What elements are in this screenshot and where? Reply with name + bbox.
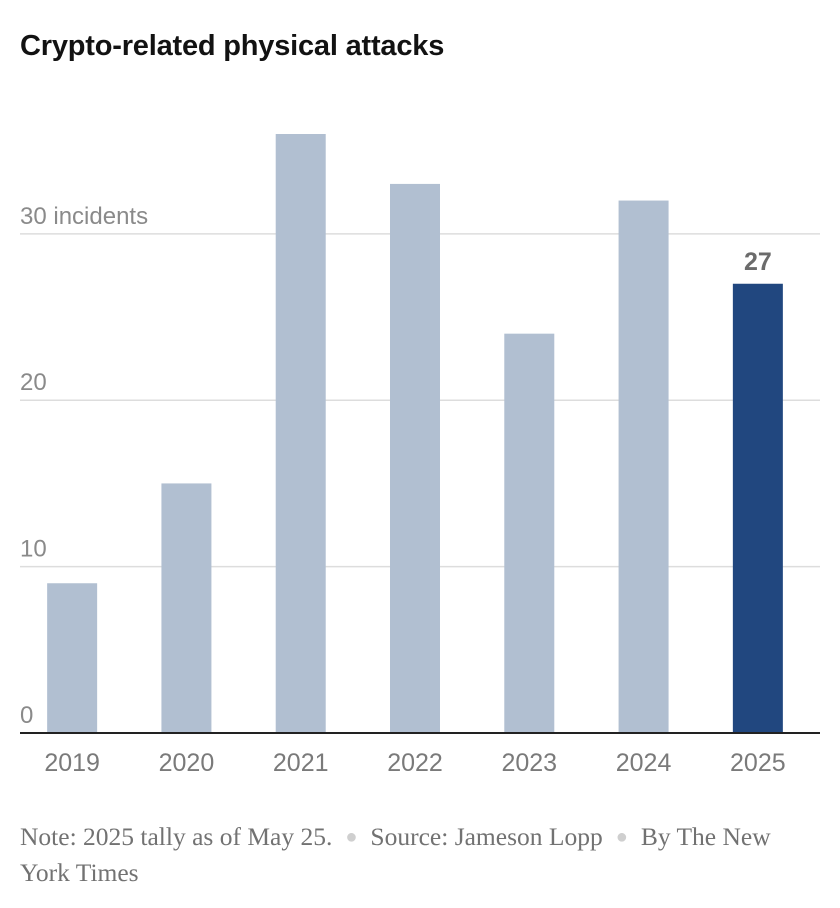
bar	[47, 583, 98, 733]
note-text: Note: 2025 tally as of May 25.	[20, 822, 333, 851]
bar	[275, 134, 326, 733]
x-tick-label: 2025	[730, 749, 786, 777]
bar	[161, 483, 212, 733]
x-tick-label: 2020	[159, 749, 215, 777]
x-tick-label: 2019	[44, 749, 100, 777]
separator-dot: ●	[615, 826, 628, 848]
y-tick-label: 10	[20, 536, 47, 563]
byline-text: By The New York Times	[20, 822, 771, 887]
separator-dot: ●	[345, 826, 358, 848]
source-text: Source: Jameson Lopp	[370, 822, 603, 851]
bar	[618, 200, 669, 734]
bar	[390, 183, 440, 733]
chart-title: Crypto-related physical attacks	[20, 30, 445, 62]
x-tick-label: 2023	[501, 749, 557, 777]
bar	[504, 333, 555, 733]
y-tick-label: 30 incidents	[20, 203, 148, 230]
x-tick-label: 2021	[273, 749, 329, 777]
chart-footer: Note: 2025 tally as of May 25. ● Source: J…	[20, 820, 820, 889]
data-label: 27	[744, 248, 772, 276]
y-tick-label: 0	[20, 702, 33, 729]
y-tick-label: 20	[20, 369, 47, 396]
x-tick-label: 2024	[616, 749, 672, 777]
x-tick-label: 2022	[387, 749, 443, 777]
bar-chart: 0 10 20 30 incidents 2019 2020 2021 2022 2023 202…	[20, 134, 820, 777]
bar-highlight	[732, 283, 783, 733]
